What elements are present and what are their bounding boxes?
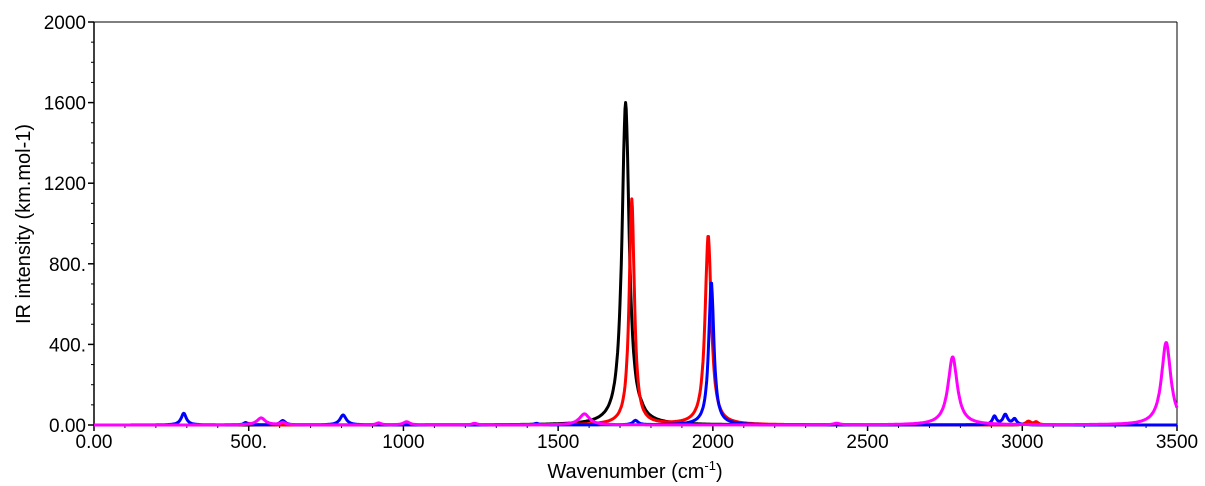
y-ticks: 0.00 400. 800. 1200 1600 2000: [44, 13, 94, 437]
x-axis-title: Wavenumber (cm-1): [547, 458, 722, 483]
y-tick-label: 400.: [49, 335, 86, 356]
x-tick-label: 3000: [1001, 432, 1043, 453]
series-group: [94, 103, 1177, 426]
x-tick-label: 3500: [1156, 432, 1198, 453]
x-tick-label: 1000: [382, 432, 424, 453]
y-tick-label: 2000: [44, 13, 86, 34]
x-tick-label: 2500: [846, 432, 888, 453]
spectrum-series-line-2: [94, 199, 1177, 425]
spectrum-series-line-1: [94, 103, 1177, 426]
x-tick-label: 2000: [692, 432, 734, 453]
x-ticks: 0.00 500. 1000 1500 2000 2500 3000 3500: [76, 425, 1199, 453]
y-tick-label: 800.: [49, 255, 86, 276]
x-tick-label: 1500: [537, 432, 579, 453]
y-tick-label: 1600: [44, 94, 86, 115]
y-tick-label: 1200: [44, 174, 86, 195]
y-tick-label: 0.00: [49, 416, 86, 437]
y-axis-title: IR intensity (km.mol-1): [13, 124, 35, 324]
x-tick-label: 500.: [230, 432, 267, 453]
